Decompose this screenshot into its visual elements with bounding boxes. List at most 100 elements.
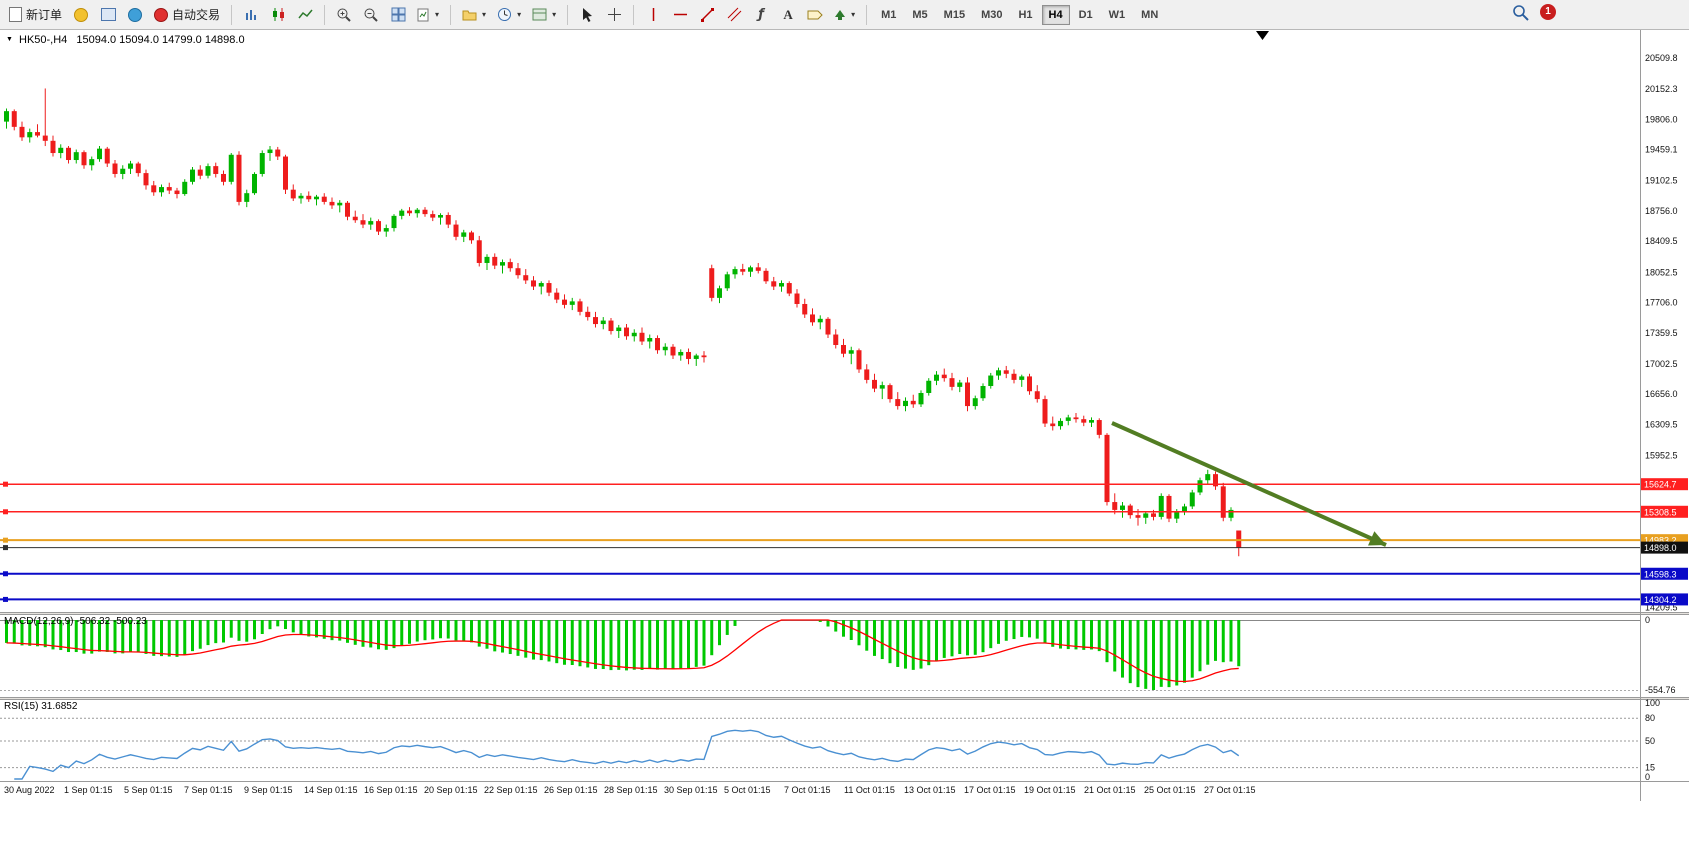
timeframe-M30[interactable]: M30: [974, 5, 1009, 25]
timeframe-M1[interactable]: M1: [874, 5, 903, 25]
candle-body: [407, 210, 412, 214]
period-button[interactable]: ▾: [492, 3, 526, 27]
zoom-in-button[interactable]: [331, 3, 357, 27]
candle-body: [686, 351, 691, 359]
y-axis-label: 17359.5: [1645, 328, 1678, 338]
y-axis-label: 19102.5: [1645, 176, 1678, 186]
chart-window-button[interactable]: [95, 3, 121, 27]
candle-body: [430, 214, 436, 218]
symbol-ohlc: 15094.0 15094.0 14799.0 14898.0: [76, 34, 245, 46]
timeframe-H4[interactable]: H4: [1041, 4, 1070, 25]
bar-chart-icon: [245, 10, 256, 20]
candle-body: [988, 375, 994, 387]
fibonacci-button[interactable]: ƒ: [748, 3, 774, 27]
time-axis-label: 16 Sep 01:15: [364, 785, 418, 795]
candle-body: [825, 318, 831, 335]
time-axis-label: 11 Oct 01:15: [844, 785, 895, 795]
tile-windows-icon: [391, 7, 406, 22]
rsi-line: [14, 729, 1240, 780]
candle-body: [1143, 513, 1149, 518]
macd-axis-label: -554.76: [1645, 685, 1676, 695]
auto-trading-label: 自动交易: [172, 8, 221, 22]
horizontal-line-button[interactable]: [667, 3, 693, 27]
candle-body: [600, 320, 606, 325]
candle-body: [414, 209, 420, 214]
timeframe-D1[interactable]: D1: [1072, 5, 1100, 25]
timeframe-W1[interactable]: W1: [1102, 5, 1133, 25]
candle-body: [678, 351, 684, 356]
y-axis-label: 19806.0: [1645, 114, 1678, 124]
profiles-button[interactable]: ▾: [457, 3, 491, 27]
line-handle[interactable]: [3, 571, 8, 577]
line-handle[interactable]: [3, 481, 8, 487]
line-chart-button[interactable]: [292, 3, 318, 27]
candle-body: [833, 334, 839, 345]
panel-divider[interactable]: [0, 697, 1689, 700]
template-icon: [532, 8, 547, 21]
candle-body: [1112, 502, 1118, 510]
line-handle[interactable]: [3, 545, 8, 551]
arrows-button[interactable]: ▾: [829, 3, 860, 27]
channel-button[interactable]: [721, 3, 747, 27]
scroll-marker-icon[interactable]: [1256, 31, 1269, 40]
timeframe-M5[interactable]: M5: [905, 5, 934, 25]
line-handle[interactable]: [3, 509, 8, 515]
panel-divider[interactable]: [0, 612, 1689, 615]
candle-body: [329, 201, 335, 206]
candle-body: [887, 385, 893, 400]
text-button[interactable]: A: [775, 3, 801, 27]
notification-badge[interactable]: 1: [1540, 4, 1556, 20]
candle-body: [66, 147, 71, 161]
candle-body: [624, 327, 629, 337]
tile-windows-button[interactable]: [385, 3, 411, 27]
toolbar-separator: [450, 4, 452, 25]
candle-body: [399, 210, 405, 216]
line-handle[interactable]: [3, 596, 8, 602]
candle-body: [306, 195, 312, 200]
price-badge: [1641, 505, 1688, 518]
new-chart-button[interactable]: ▾: [412, 3, 444, 27]
rsi-axis-label: 15: [1645, 763, 1655, 773]
trend-arrow[interactable]: [1111, 421, 1387, 547]
candle-body: [182, 181, 188, 195]
candle-body: [283, 156, 288, 190]
candle-body: [73, 152, 79, 161]
new-chart-icon: [417, 8, 429, 21]
candle-body: [1135, 515, 1141, 518]
label-button[interactable]: [802, 3, 828, 27]
template-button[interactable]: ▾: [527, 3, 561, 27]
timeframe-MN[interactable]: MN: [1134, 5, 1165, 25]
line-handle[interactable]: [3, 537, 8, 543]
zoom-out-button[interactable]: [358, 3, 384, 27]
cursor-button[interactable]: [574, 3, 600, 27]
candle-body: [236, 154, 242, 202]
y-axis-label: 18756.0: [1645, 206, 1678, 216]
time-axis-label: 30 Aug 2022: [4, 785, 55, 795]
timeframe-M15[interactable]: M15: [937, 5, 972, 25]
horizontal-line-icon: [673, 13, 687, 16]
candle-body: [941, 374, 947, 379]
arrow-shape-icon: [835, 9, 846, 20]
auto-trading-button[interactable]: 自动交易: [149, 3, 225, 27]
lightbulb-button[interactable]: [68, 3, 94, 27]
y-axis-label: 18052.5: [1645, 267, 1678, 277]
candle-body: [89, 159, 95, 166]
candle-body: [841, 344, 846, 354]
toolbar-separator: [324, 4, 326, 25]
crosshair-button[interactable]: [601, 3, 627, 27]
candle-body: [693, 355, 699, 359]
search-button[interactable]: [1512, 4, 1530, 27]
candle-body: [515, 268, 521, 276]
trendline-button[interactable]: [694, 3, 720, 27]
rsi-axis-label: 0: [1645, 772, 1650, 782]
candlestick-button[interactable]: [265, 3, 291, 27]
price-badge-label: 14598.3: [1644, 569, 1677, 579]
vertical-line-button[interactable]: [640, 3, 666, 27]
bar-chart-button[interactable]: [238, 3, 264, 27]
toolbar-separator: [231, 4, 233, 25]
support-button[interactable]: [122, 3, 148, 27]
new-order-button[interactable]: 新订单: [4, 3, 67, 27]
timeframe-H1[interactable]: H1: [1011, 5, 1039, 25]
